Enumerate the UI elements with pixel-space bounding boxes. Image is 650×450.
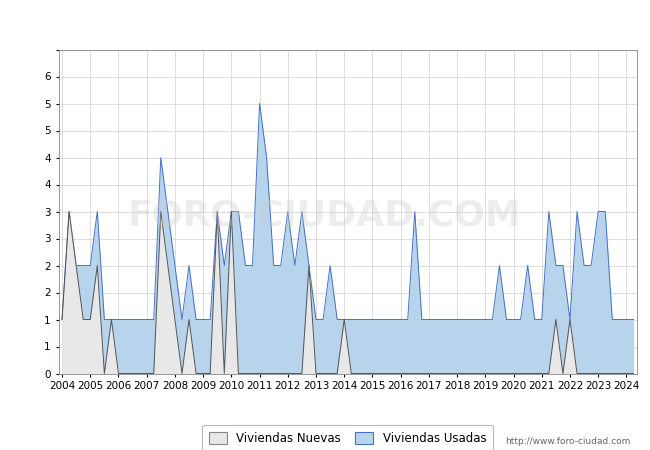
Legend: Viviendas Nuevas, Viviendas Usadas: Viviendas Nuevas, Viviendas Usadas <box>202 425 493 450</box>
Text: FORO-CIUDAD.COM: FORO-CIUDAD.COM <box>128 199 522 233</box>
Text: Valderrey - Evolucion del Nº de Transacciones Inmobiliarias: Valderrey - Evolucion del Nº de Transacc… <box>108 13 542 28</box>
Text: http://www.foro-ciudad.com: http://www.foro-ciudad.com <box>505 436 630 446</box>
